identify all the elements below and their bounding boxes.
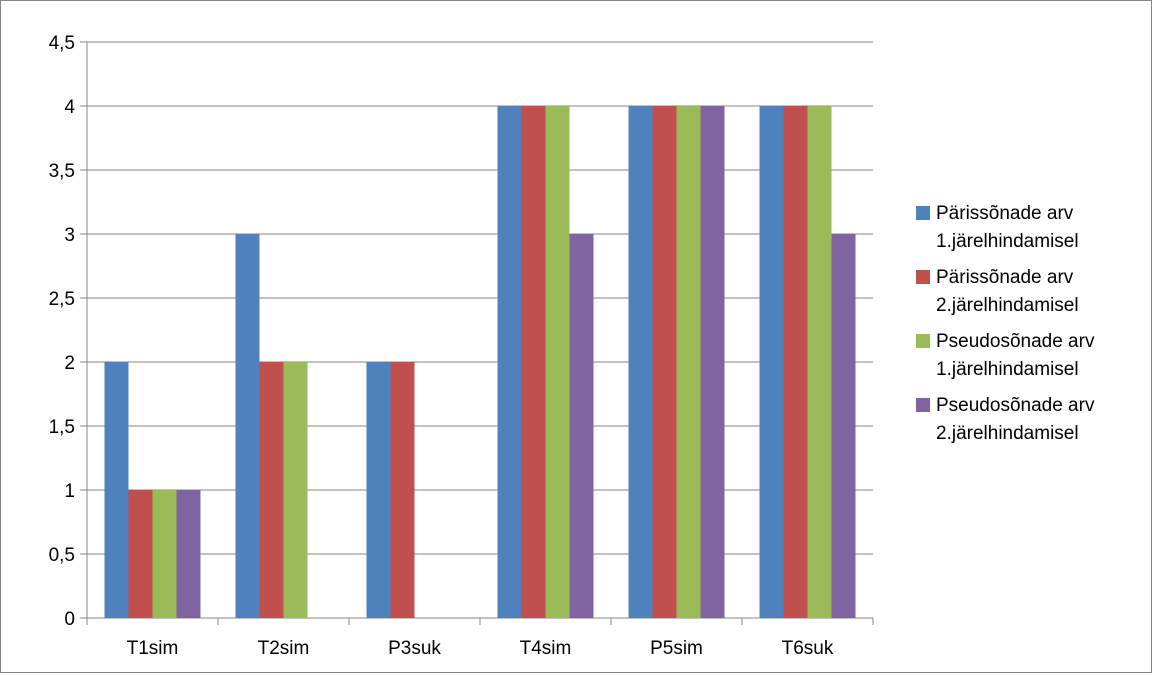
x-tick-label: T4sim xyxy=(520,638,572,659)
x-tick-label: P3suk xyxy=(388,638,441,659)
legend-item-series-4: Pseudosõnade arv 2.järelhindamisel xyxy=(916,392,1146,456)
bar xyxy=(497,106,522,618)
y-tick-label: 0 xyxy=(64,609,75,630)
y-tick-label: 2,5 xyxy=(49,289,75,310)
legend-item-series-2: Pärissõnade arv 2.järelhindamisel xyxy=(916,264,1146,328)
y-tick-label: 4 xyxy=(64,97,75,118)
y-tick-label: 4,5 xyxy=(49,33,75,54)
bar xyxy=(831,234,856,618)
y-tick-label: 0,5 xyxy=(49,545,75,566)
y-tick-label: 1,5 xyxy=(49,417,75,438)
bar xyxy=(652,106,677,618)
legend-label-series-2: Pärissõnade arv 2.järelhindamisel xyxy=(936,267,1079,316)
bar xyxy=(104,362,129,618)
bar xyxy=(807,106,832,618)
bar xyxy=(128,490,153,618)
x-tick-label: P5sim xyxy=(650,638,703,659)
bar xyxy=(759,106,784,618)
bar xyxy=(545,106,570,618)
y-tick-label: 3 xyxy=(64,225,75,246)
y-tick-label: 3,5 xyxy=(49,161,75,182)
bar xyxy=(390,362,415,618)
x-tick-label: T2sim xyxy=(258,638,310,659)
y-tick-label: 1 xyxy=(64,481,75,502)
bar xyxy=(366,362,391,618)
x-tick-label: T1sim xyxy=(127,638,179,659)
x-tick-label: T6suk xyxy=(782,638,834,659)
bar xyxy=(235,234,260,618)
bar xyxy=(676,106,701,618)
bar xyxy=(628,106,653,618)
legend-item-series-1: Pärissõnade arv 1.järelhindamisel xyxy=(916,200,1146,264)
bar xyxy=(283,362,308,618)
legend-swatch-series-1 xyxy=(916,206,930,220)
legend-label-series-3: Pseudosõnade arv 1.järelhindamisel xyxy=(936,331,1095,380)
y-tick-label: 2 xyxy=(64,353,75,374)
legend-item-series-3: Pseudosõnade arv 1.järelhindamisel xyxy=(916,328,1146,392)
bar xyxy=(700,106,725,618)
legend-swatch-series-2 xyxy=(916,270,930,284)
bar xyxy=(259,362,284,618)
bar xyxy=(783,106,808,618)
legend: Pärissõnade arv 1.järelhindamisel Päriss… xyxy=(916,200,1146,456)
legend-swatch-series-4 xyxy=(916,398,930,412)
bar xyxy=(569,234,594,618)
bar xyxy=(521,106,546,618)
legend-label-series-4: Pseudosõnade arv 2.järelhindamisel xyxy=(936,395,1095,444)
legend-label-series-1: Pärissõnade arv 1.järelhindamisel xyxy=(936,203,1079,252)
bar xyxy=(176,490,201,618)
legend-swatch-series-3 xyxy=(916,334,930,348)
bar xyxy=(152,490,177,618)
